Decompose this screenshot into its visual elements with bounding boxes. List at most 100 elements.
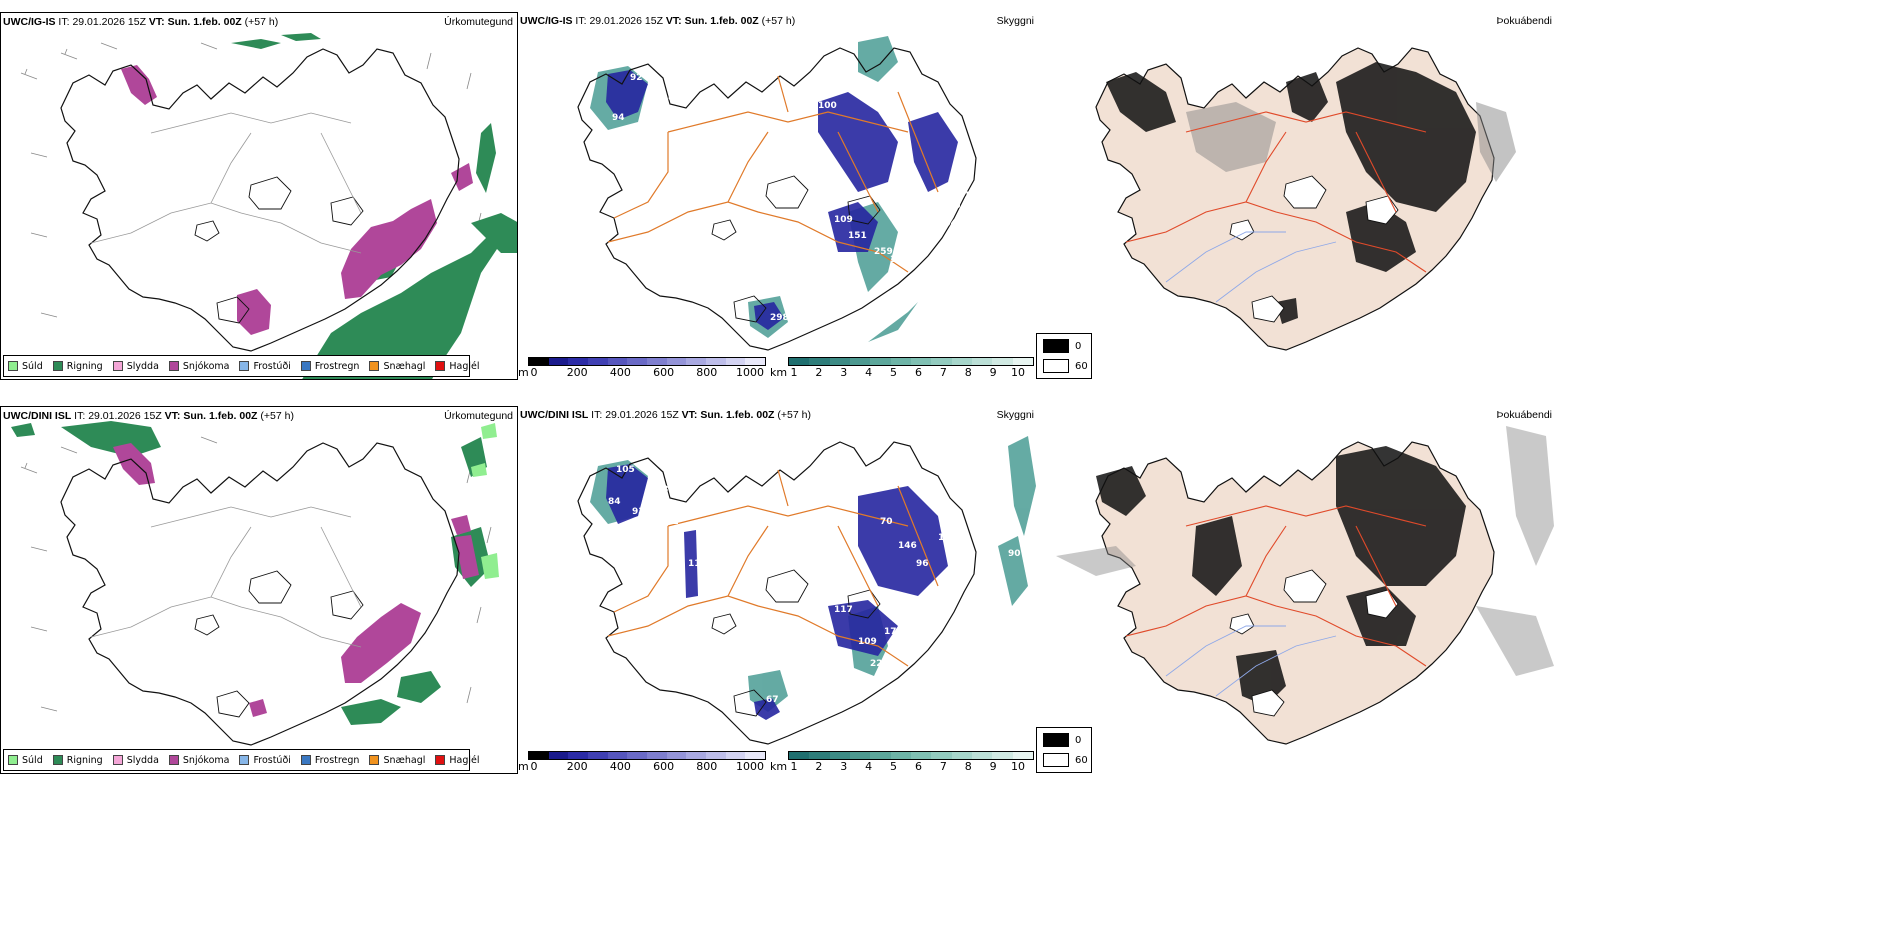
colorbar-cell	[529, 358, 549, 365]
legend-swatch	[52, 755, 63, 765]
legend-swatch	[8, 361, 18, 371]
legend-item: Frostregn	[300, 360, 360, 372]
visibility-value: 164	[898, 615, 917, 625]
rivers	[1165, 231, 1337, 303]
colorbar	[528, 751, 766, 760]
colorbar-tick: 5	[890, 760, 898, 773]
vis-teal	[590, 436, 1036, 712]
colorbar-tick: 2	[815, 366, 823, 379]
colorbar-cell	[789, 752, 810, 759]
fog-panel-bottom: Þokuábendi	[1036, 406, 1556, 774]
colorbar-cell	[849, 358, 871, 365]
visibility-value: 93	[632, 507, 645, 517]
legend-swatch	[369, 361, 380, 371]
legend-item: Snæhagl	[369, 755, 425, 766]
rivers	[1165, 625, 1337, 697]
colorbar-tick: 4	[865, 760, 873, 773]
colorbar-tick: 10	[1011, 366, 1025, 379]
legend-swatch	[239, 361, 250, 371]
precip-drizzle	[471, 423, 499, 579]
colorbar-tick: 1000	[736, 366, 764, 379]
visibility-value: 100	[818, 101, 837, 111]
variable-label: Skyggni	[996, 409, 1034, 421]
wind-barbs	[20, 42, 492, 318]
visibility-value: 94	[612, 113, 625, 123]
fog-grey	[1186, 102, 1516, 182]
legend-label: Frostúði	[253, 754, 291, 766]
legend-label: Haglél	[449, 754, 480, 766]
visibility-value: 122	[660, 517, 679, 527]
visibility-value: 109	[834, 215, 853, 225]
colorbar-tick: 7	[939, 760, 947, 773]
colorbar-cell	[890, 752, 911, 759]
legend-label: Rigning	[66, 360, 103, 372]
legend-swatch	[300, 361, 311, 371]
wind-barbs	[20, 436, 492, 712]
colorbar-cell	[1012, 752, 1033, 759]
colorbar	[788, 751, 1034, 760]
colorbar-tick: 0	[530, 760, 538, 773]
visibility-value: 96	[916, 559, 929, 569]
visibility-value: 146	[898, 541, 917, 551]
colorbar-tick: 400	[609, 366, 631, 379]
colorbar-cell	[849, 752, 871, 759]
legend-label: Frostregn	[314, 360, 360, 372]
legend-label: Frostregn	[314, 754, 360, 766]
colorbar-cell	[992, 752, 1013, 759]
colorbar-tick: 1000	[736, 760, 764, 773]
visibility-value: 135	[964, 191, 983, 201]
colorbar-cell	[607, 752, 628, 759]
visibility-value: 105	[938, 533, 957, 543]
colorbar-cell	[829, 752, 850, 759]
colorbar-tick: 8	[964, 760, 972, 773]
roads	[1125, 505, 1427, 667]
legend-label: Súld	[22, 754, 43, 766]
legend-swatch	[168, 361, 179, 371]
colorbar-tick: 4	[865, 366, 873, 379]
colorbar-cell	[686, 752, 707, 759]
colorbar-cell	[971, 752, 993, 759]
legend-label: Haglél	[449, 360, 480, 372]
colorbar-tick: 800	[696, 366, 718, 379]
visibility-value: 83	[668, 93, 681, 103]
ptype-map-bottom	[11, 421, 499, 746]
variable-label: Skyggni	[996, 15, 1034, 27]
legend-label: Slydda	[126, 360, 159, 372]
visibility-value: 259	[874, 247, 893, 257]
legend-item: Snjókoma	[168, 361, 229, 372]
colorbar-cell	[588, 358, 608, 365]
visibility-value: 83	[660, 461, 673, 471]
colorbar-cell	[529, 752, 549, 759]
colorbar-cell	[910, 358, 932, 365]
roads	[607, 469, 939, 667]
visibility-value: 6	[920, 213, 926, 223]
vis-blue	[606, 464, 948, 720]
colorbar-tick: 600	[653, 760, 675, 773]
colorbar-tick: 200	[566, 366, 588, 379]
visibility-value: 67	[766, 695, 779, 705]
colorbar-tick: 1	[790, 760, 798, 773]
legend-item: Súld	[8, 361, 43, 372]
colorbar-tick: 7	[939, 366, 947, 379]
fog-legend-swatch	[1043, 753, 1069, 767]
precip-snow	[113, 443, 479, 717]
ptype-panel-top: UWC/IG-IS IT: 29.01.2026 15Z VT: Sun. 1.…	[0, 12, 518, 380]
legend-item: Haglél	[435, 754, 480, 766]
colorbar-tick: 3	[840, 760, 848, 773]
legend-label: Snæhagl	[383, 754, 426, 766]
legend-label: Snæhagl	[383, 360, 426, 372]
colorbar-tick: 2	[815, 760, 823, 773]
legend-label: Rigning	[66, 754, 103, 766]
visibility-value: 90	[1008, 549, 1021, 559]
colorbar-tick: 200	[566, 760, 588, 773]
visibility-value: 104	[938, 219, 957, 229]
legend-swatch	[112, 755, 123, 765]
fog-legend-swatch	[1043, 359, 1069, 373]
ptype-legend-top: Súld Rigning Slydda Snjókoma Frostúði Frostre…	[3, 355, 480, 377]
visibility-panel-top: 92 83 94 97 100 49 135 109 151 6 259 31 12 104 66 298 U…	[518, 12, 1036, 380]
visibility-map-bottom: 105 83 84 93 132 122 110 70 105 146 96 90 117 109 164 1…	[577, 436, 1036, 745]
fog-legend-swatch	[1043, 733, 1069, 747]
colorbar-tick: 600	[653, 366, 675, 379]
